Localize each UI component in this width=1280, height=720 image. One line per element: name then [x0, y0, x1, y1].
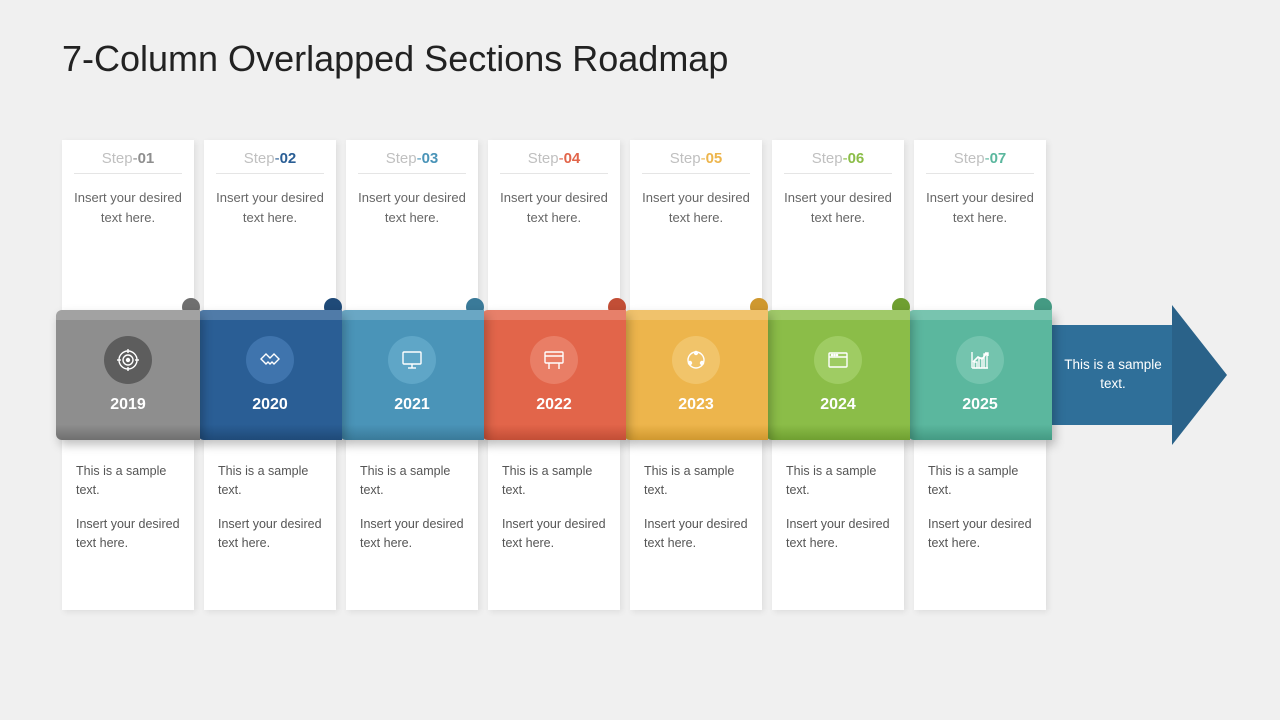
step-top-desc: Insert your desired text here. — [500, 188, 608, 227]
step-label: Step-04 — [500, 150, 608, 174]
arrow-head-icon — [1172, 305, 1227, 445]
year-label: 2020 — [252, 396, 288, 414]
step-2022: Step-04 Insert your desired text here. 2… — [488, 140, 620, 310]
arrow-text: This is a sample text. — [1062, 356, 1164, 394]
step-2021: Step-03 Insert your desired text here. 2… — [346, 140, 478, 310]
step-top-desc: Insert your desired text here. — [358, 188, 466, 227]
step-label: Step-06 — [784, 150, 892, 174]
year-block: 2021 — [340, 310, 484, 440]
bottom-desc-2: Insert your desired text here. — [76, 515, 180, 554]
step-2025: Step-07 Insert your desired text here. 2… — [914, 140, 1046, 310]
step-top-desc: Insert your desired text here. — [784, 188, 892, 227]
billboard-icon — [530, 336, 578, 384]
step-bottom-card: This is a sample text. Insert your desir… — [914, 440, 1046, 610]
year-label: 2023 — [678, 396, 714, 414]
step-label: Step-03 — [358, 150, 466, 174]
roadmap-container: Step-01 Insert your desired text here. 2… — [62, 140, 1222, 660]
bottom-desc-1: This is a sample text. — [502, 462, 606, 501]
handshake-icon — [246, 336, 294, 384]
bottom-desc-1: This is a sample text. — [76, 462, 180, 501]
step-label: Step-02 — [216, 150, 324, 174]
step-bottom-card: This is a sample text. Insert your desir… — [630, 440, 762, 610]
step-top-card: Step-06 Insert your desired text here. — [772, 140, 904, 310]
step-bottom-card: This is a sample text. Insert your desir… — [62, 440, 194, 610]
step-2020: Step-02 Insert your desired text here. 2… — [204, 140, 336, 310]
bottom-desc-2: Insert your desired text here. — [786, 515, 890, 554]
year-label: 2025 — [962, 396, 998, 414]
year-block: 2023 — [624, 310, 768, 440]
window-icon — [814, 336, 862, 384]
step-label: Step-05 — [642, 150, 750, 174]
year-block: 2024 — [766, 310, 910, 440]
year-block: 2022 — [482, 310, 626, 440]
bottom-desc-2: Insert your desired text here. — [502, 515, 606, 554]
target-icon — [104, 336, 152, 384]
step-bottom-card: This is a sample text. Insert your desir… — [772, 440, 904, 610]
step-label: Step-07 — [926, 150, 1034, 174]
step-top-card: Step-02 Insert your desired text here. — [204, 140, 336, 310]
arrow-body: This is a sample text. — [1042, 325, 1172, 425]
step-2019: Step-01 Insert your desired text here. 2… — [62, 140, 194, 310]
end-arrow: This is a sample text. — [1042, 310, 1227, 440]
step-top-card: Step-07 Insert your desired text here. — [914, 140, 1046, 310]
step-top-desc: Insert your desired text here. — [216, 188, 324, 227]
year-label: 2024 — [820, 396, 856, 414]
year-block: 2020 — [198, 310, 342, 440]
bottom-desc-1: This is a sample text. — [360, 462, 464, 501]
step-label: Step-01 — [74, 150, 182, 174]
step-2023: Step-05 Insert your desired text here. 2… — [630, 140, 762, 310]
step-bottom-card: This is a sample text. Insert your desir… — [346, 440, 478, 610]
step-top-desc: Insert your desired text here. — [74, 188, 182, 227]
step-top-desc: Insert your desired text here. — [926, 188, 1034, 227]
chart-icon — [956, 336, 1004, 384]
year-label: 2021 — [394, 396, 430, 414]
bottom-desc-1: This is a sample text. — [218, 462, 322, 501]
year-block: 2025 — [908, 310, 1052, 440]
step-top-card: Step-04 Insert your desired text here. — [488, 140, 620, 310]
bottom-desc-1: This is a sample text. — [644, 462, 748, 501]
bottom-desc-1: This is a sample text. — [928, 462, 1032, 501]
step-top-card: Step-01 Insert your desired text here. — [62, 140, 194, 310]
bottom-desc-2: Insert your desired text here. — [644, 515, 748, 554]
year-block: 2019 — [56, 310, 200, 440]
step-top-desc: Insert your desired text here. — [642, 188, 750, 227]
bottom-desc-1: This is a sample text. — [786, 462, 890, 501]
step-top-card: Step-03 Insert your desired text here. — [346, 140, 478, 310]
step-2024: Step-06 Insert your desired text here. 2… — [772, 140, 904, 310]
bottom-desc-2: Insert your desired text here. — [360, 515, 464, 554]
year-label: 2022 — [536, 396, 572, 414]
step-bottom-card: This is a sample text. Insert your desir… — [488, 440, 620, 610]
monitor-icon — [388, 336, 436, 384]
bottom-desc-2: Insert your desired text here. — [218, 515, 322, 554]
step-top-card: Step-05 Insert your desired text here. — [630, 140, 762, 310]
step-bottom-card: This is a sample text. Insert your desir… — [204, 440, 336, 610]
year-label: 2019 — [110, 396, 146, 414]
cycle-icon — [672, 336, 720, 384]
bottom-desc-2: Insert your desired text here. — [928, 515, 1032, 554]
page-title: 7-Column Overlapped Sections Roadmap — [62, 38, 728, 80]
